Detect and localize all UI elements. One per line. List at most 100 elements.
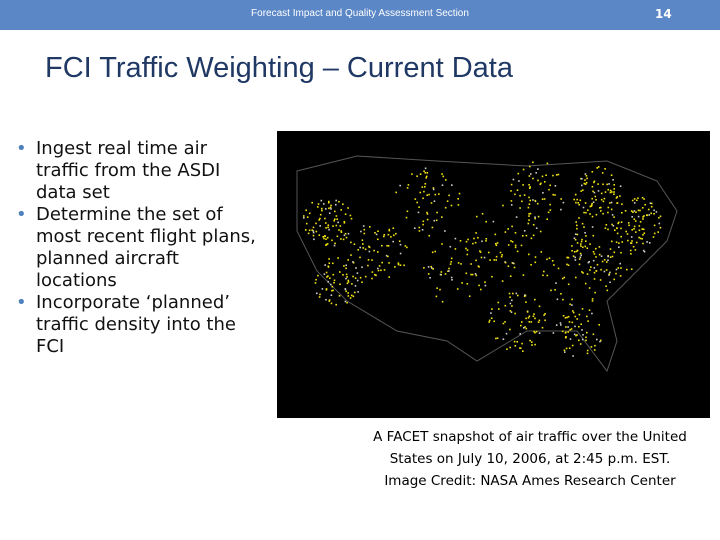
traffic-dot (591, 185, 594, 188)
traffic-dot (509, 310, 512, 312)
traffic-dot (428, 193, 430, 196)
traffic-dot (642, 242, 644, 245)
traffic-dot (659, 215, 662, 218)
traffic-dot (543, 270, 545, 273)
traffic-dot (534, 256, 537, 258)
traffic-dot (569, 338, 572, 340)
traffic-dot (495, 259, 497, 261)
traffic-dot (620, 221, 623, 223)
traffic-dot (416, 175, 418, 177)
traffic-dot (527, 206, 530, 209)
traffic-dot (598, 253, 601, 256)
traffic-dot (584, 232, 586, 234)
traffic-dot (522, 350, 524, 352)
traffic-dot (615, 241, 618, 243)
traffic-dot (589, 269, 591, 271)
traffic-dot (431, 267, 433, 269)
traffic-dot (541, 175, 544, 178)
traffic-dot (591, 202, 593, 205)
traffic-dot (565, 347, 568, 350)
traffic-dot (507, 244, 510, 246)
traffic-dot (362, 225, 365, 227)
traffic-dot (554, 289, 556, 291)
traffic-dot (557, 173, 560, 176)
traffic-dot (507, 265, 510, 267)
traffic-dot (524, 326, 526, 328)
traffic-dot (454, 237, 457, 240)
traffic-dot (580, 245, 582, 247)
traffic-dot (499, 251, 502, 254)
traffic-dot (523, 194, 526, 196)
traffic-dot (416, 201, 418, 204)
traffic-dot (635, 241, 638, 244)
traffic-dot (624, 210, 627, 212)
traffic-dot (388, 229, 391, 232)
traffic-dot (331, 285, 334, 288)
traffic-dot (359, 246, 361, 249)
traffic-dot (607, 211, 609, 214)
traffic-dot (466, 283, 469, 285)
traffic-dot (613, 251, 616, 254)
traffic-dot (423, 170, 425, 172)
traffic-dot (525, 234, 528, 237)
traffic-dot (599, 340, 601, 343)
traffic-dot (515, 216, 518, 218)
traffic-dot (315, 222, 317, 225)
traffic-dot (528, 184, 530, 186)
traffic-dot (581, 308, 584, 310)
traffic-dot (659, 226, 662, 229)
traffic-map (277, 131, 710, 418)
traffic-dot (505, 332, 508, 335)
traffic-dot (574, 315, 577, 318)
traffic-dot (347, 259, 349, 261)
traffic-dot (637, 197, 639, 199)
traffic-dot (644, 203, 646, 206)
traffic-dot (327, 275, 329, 277)
traffic-dot (513, 266, 516, 269)
traffic-dot (491, 308, 493, 310)
traffic-dot (591, 197, 593, 200)
traffic-dot (328, 258, 330, 260)
traffic-dot (481, 213, 484, 215)
traffic-dot (328, 228, 330, 231)
traffic-dot (535, 330, 538, 333)
traffic-dot (533, 330, 535, 333)
traffic-dot (335, 199, 337, 202)
traffic-dot (332, 225, 334, 227)
traffic-dot (605, 269, 608, 271)
traffic-dot (626, 268, 628, 271)
traffic-dot (564, 351, 566, 353)
traffic-dot (480, 256, 483, 259)
traffic-dot (511, 305, 513, 307)
traffic-dot (581, 238, 583, 241)
traffic-dot (573, 237, 576, 239)
traffic-dot (417, 211, 420, 214)
traffic-dot (454, 248, 457, 250)
traffic-dot (642, 249, 645, 252)
traffic-dot (345, 277, 347, 280)
traffic-dot (478, 284, 480, 287)
traffic-dot (537, 179, 539, 182)
traffic-dot (633, 198, 636, 200)
traffic-dot (585, 175, 588, 177)
traffic-dot (337, 221, 339, 224)
traffic-dot (579, 252, 582, 255)
traffic-dot (534, 261, 537, 264)
traffic-dot (335, 303, 337, 306)
traffic-dot (546, 274, 549, 277)
traffic-dot (337, 257, 339, 259)
traffic-dot (393, 234, 395, 237)
traffic-dot (422, 220, 425, 223)
traffic-dot (495, 243, 497, 245)
traffic-dot (561, 330, 564, 333)
traffic-dot (593, 349, 596, 351)
traffic-dot (613, 191, 615, 193)
traffic-dot (338, 295, 341, 297)
traffic-dot (604, 227, 607, 229)
traffic-dot (530, 173, 532, 175)
traffic-dot (613, 193, 615, 195)
traffic-dot (613, 216, 615, 218)
traffic-dot (338, 200, 340, 203)
traffic-dot (551, 260, 554, 262)
traffic-dot (630, 210, 633, 212)
